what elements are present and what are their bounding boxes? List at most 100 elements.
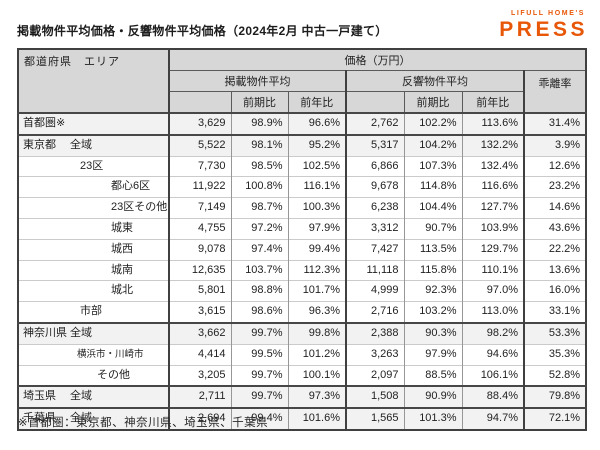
listed-prev-year-cell: 116.1% [287, 176, 347, 198]
response-prev-year-cell: 94.6% [461, 343, 525, 366]
prefecture-label: 東京都 [23, 138, 56, 151]
response-price-cell: 2,097 [345, 364, 404, 387]
listed-prev-period-cell: 100.8% [230, 176, 288, 198]
area-label-cell: 埼玉県 全域 [17, 385, 170, 409]
table-row: 埼玉県 全域 2,711 99.7% 97.3% 1,508 90.9% 88.4% 79.8% [17, 385, 587, 409]
response-price-cell: 2,716 [345, 301, 404, 323]
listed-price-cell: 9,078 [168, 238, 231, 261]
response-prev-year-cell: 113.0% [461, 301, 525, 323]
listed-prev-year-cell: 95.2% [287, 133, 347, 157]
response-prev-year-cell: 103.9% [461, 217, 525, 240]
area-label: 全域 [70, 412, 92, 425]
listed-prev-period-cell: 98.5% [230, 155, 288, 177]
divergence-rate-cell: 72.1% [523, 407, 587, 430]
prefecture-label: 神奈川県 [23, 326, 67, 339]
response-prev-year-cell: 116.6% [461, 176, 525, 198]
listed-prev-year-cell: 101.6% [287, 407, 347, 430]
listed-prev-period-cell: 99.5% [230, 343, 288, 366]
listed-price-cell: 7,149 [168, 197, 231, 219]
listed-price-cell: 3,629 [168, 112, 231, 135]
divergence-rate-cell: 14.6% [523, 197, 587, 219]
response-prev-year-cell: 129.7% [461, 238, 525, 261]
header-row-groups: 掲載物件平均 反響物件平均 乖離率 [18, 70, 587, 114]
header-divergence-rate: 乖離率 [523, 70, 587, 114]
area-label-cell: 城南 [17, 259, 170, 281]
response-prev-year-cell: 127.7% [461, 197, 525, 219]
table-row: 千葉県 全域 2,694 99.4% 101.6% 1,565 101.3% 94.7% 72.… [17, 407, 587, 430]
price-table-container: 都道府県 エリア 価格（万円） 掲載物件平均 反響物件平均 乖離率 前期比 前年… [17, 48, 588, 431]
listed-prev-year-cell: 100.3% [287, 197, 347, 219]
area-label-cell: 都心6区 [17, 176, 170, 198]
listed-prev-period-cell: 98.9% [230, 112, 288, 135]
header-prefecture-area: 都道府県 エリア [17, 48, 170, 114]
response-prev-period-cell: 90.9% [403, 385, 462, 409]
response-prev-period-cell: 114.8% [403, 176, 462, 198]
area-label-cell: 城西 [17, 238, 170, 261]
table-row: 横浜市・川崎市 4,414 99.5% 101.2% 3,263 97.9% 94.6% 35… [17, 343, 587, 366]
table-row: 市部 3,615 98.6% 96.3% 2,716 103.2% 113.0% 33.1% [17, 301, 587, 323]
listed-prev-year-cell: 101.7% [287, 280, 347, 302]
listed-price-cell: 3,615 [168, 301, 231, 323]
listed-prev-period-cell: 97.4% [230, 238, 288, 261]
response-prev-period-cell: 104.4% [403, 197, 462, 219]
listed-prev-period-cell: 98.6% [230, 301, 288, 323]
listed-prev-year-cell: 100.1% [287, 364, 347, 387]
response-prev-year-cell: 132.2% [461, 133, 525, 157]
response-prev-period-cell: 107.3% [403, 155, 462, 177]
listed-prev-period-cell: 99.7% [230, 385, 288, 409]
brand-logo-press-text: PRESS [499, 18, 588, 41]
listed-price-cell: 5,522 [168, 133, 231, 157]
header-listed-value-spacer [168, 91, 232, 114]
divergence-rate-cell: 52.8% [523, 364, 587, 387]
response-prev-period-cell: 115.8% [403, 259, 462, 281]
listed-prev-year-cell: 101.2% [287, 343, 347, 366]
listed-prev-year-cell: 99.4% [287, 238, 347, 261]
response-price-cell: 9,678 [345, 176, 404, 198]
header-response-value-spacer [345, 91, 405, 114]
response-prev-period-cell: 90.3% [403, 321, 462, 345]
divergence-rate-cell: 31.4% [523, 112, 587, 135]
listed-prev-year-cell: 96.6% [287, 112, 347, 135]
listed-prev-year-cell: 102.5% [287, 155, 347, 177]
response-prev-period-cell: 101.3% [403, 407, 462, 430]
response-price-cell: 2,762 [345, 112, 404, 135]
divergence-rate-cell: 12.6% [523, 155, 587, 177]
area-label-cell: その他 [17, 364, 170, 387]
price-table: 都道府県 エリア 価格（万円） 掲載物件平均 反響物件平均 乖離率 前期比 前年… [17, 48, 588, 431]
response-price-cell: 4,999 [345, 280, 404, 302]
divergence-rate-cell: 35.3% [523, 343, 587, 366]
listed-price-cell: 5,801 [168, 280, 231, 302]
response-price-cell: 1,565 [345, 407, 404, 430]
response-prev-period-cell: 104.2% [403, 133, 462, 157]
listed-prev-year-cell: 97.3% [287, 385, 347, 409]
response-prev-year-cell: 97.0% [461, 280, 525, 302]
area-label-cell: 23区 [17, 155, 170, 177]
divergence-rate-cell: 23.2% [523, 176, 587, 198]
response-prev-period-cell: 88.5% [403, 364, 462, 387]
response-price-cell: 6,238 [345, 197, 404, 219]
response-prev-year-cell: 110.1% [461, 259, 525, 281]
listed-prev-period-cell: 99.7% [230, 364, 288, 387]
response-prev-year-cell: 106.1% [461, 364, 525, 387]
prefecture-label: 千葉県 [23, 412, 56, 425]
response-prev-period-cell: 97.9% [403, 343, 462, 366]
listed-prev-period-cell: 99.4% [230, 407, 288, 430]
prefecture-label: 埼玉県 [23, 390, 56, 403]
listed-prev-year-cell: 112.3% [287, 259, 347, 281]
area-label-cell: 首都圏※ [17, 112, 170, 135]
area-label: 全域 [70, 390, 92, 403]
header-listed-prev-period: 前期比 [230, 91, 289, 114]
listed-price-cell: 2,711 [168, 385, 231, 409]
response-prev-year-cell: 88.4% [461, 385, 525, 409]
listed-price-cell: 12,635 [168, 259, 231, 281]
header-listed-average: 掲載物件平均 [168, 70, 347, 92]
table-row: 神奈川県 全域 3,662 99.7% 99.8% 2,388 90.3% 98.2% 53.3… [17, 321, 587, 345]
listed-price-cell: 7,730 [168, 155, 231, 177]
area-label-cell: 城東 [17, 217, 170, 240]
response-prev-year-cell: 94.7% [461, 407, 525, 430]
divergence-rate-cell: 22.2% [523, 238, 587, 261]
area-label-cell: 千葉県 全域 [17, 407, 170, 430]
divergence-rate-cell: 16.0% [523, 280, 587, 302]
area-label-cell: 城北 [17, 280, 170, 302]
